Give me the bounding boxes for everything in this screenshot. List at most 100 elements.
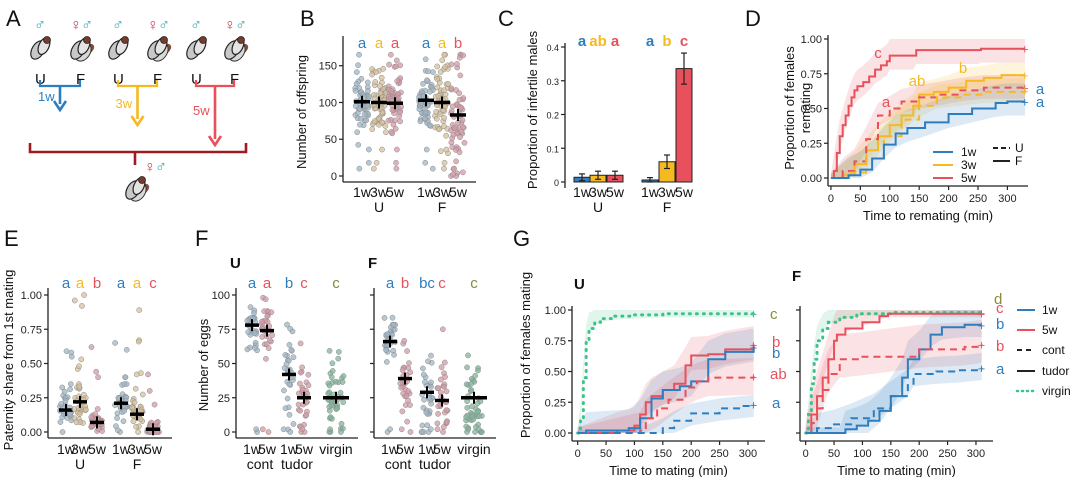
x-axis-label: Time to mating (min) [837,463,956,477]
y-tick-label: 50 [325,134,337,146]
data-point [457,134,463,141]
x-tick-label: 5w [675,184,694,200]
survival-curve [577,404,755,434]
pair-bracket [116,80,159,88]
survival-curve [805,312,982,434]
fly-head-icon [43,36,51,44]
data-point [329,368,336,374]
data-point [371,118,378,125]
data-point [253,426,260,433]
panel-label-c: C [498,6,514,31]
data-point [426,88,433,95]
significance-letter: a [578,33,587,50]
y-tick-label: 25 [218,393,230,405]
data-point [132,385,139,392]
data-point [284,395,291,402]
censor-mark-icon: + [978,307,986,322]
data-point [76,411,83,417]
data-point [438,364,445,371]
group-label: U [75,456,85,472]
data-point [426,122,433,129]
survival-curve [830,86,1026,179]
data-point [435,92,442,99]
chart-d-remating: 0.00 0.25 0.50 0.75 1.00 0 50 100 150 200 250 300 Ti… [782,34,1045,223]
censor-mark-icon: + [750,340,758,355]
x-tick-label: 5w [295,441,314,457]
data-point [422,109,429,116]
data-point [458,129,465,135]
data-point [88,344,95,350]
data-point [336,349,342,355]
data-point [334,405,340,412]
data-point [440,87,447,94]
data-point [251,330,258,337]
data-point [328,374,335,381]
data-point [458,104,465,111]
data-point [435,411,441,417]
y-tick-label: 0.25 [545,397,566,409]
data-point [121,381,128,387]
data-point [423,409,430,416]
data-point [244,317,251,324]
data-point [395,95,402,102]
data-point [114,415,120,421]
y-tick-label: 1.00 [545,305,566,317]
x-tick-label: 1w [112,441,131,457]
censor-mark-icon: + [978,337,986,352]
data-point [88,423,95,430]
censor-mark-icon: + [1021,68,1029,83]
significance-letter: b [959,60,967,77]
data-point [456,149,463,156]
data-point [475,426,482,433]
data-point [92,411,99,417]
panel-label-a: A [6,6,21,31]
data-point [401,337,408,344]
data-point [442,64,448,70]
significance-letter: a [263,275,272,292]
data-point [422,56,429,63]
data-point [468,381,474,387]
y-tick-label: 0.3 [546,77,559,87]
x-tick-label: 300 [739,448,757,460]
data-point [476,413,482,419]
female-symbol-icon: ♀ [147,17,159,34]
significance-letter: b [285,275,293,292]
data-point [121,407,128,414]
fly-head-icon [199,36,207,44]
x-tick-label: 5w [88,441,107,457]
data-point [424,422,431,429]
data-point [464,429,470,435]
data-point [267,337,273,344]
data-point [424,77,430,84]
data-point [390,121,397,128]
data-point [465,352,471,359]
data-point [453,158,459,165]
panel-a-schematic: ♂ ♀ ♂U F1w♂ ♀ ♂U F3w♂ ♀ ♂U F5w♀ ♂ [28,17,249,202]
data-point [356,51,362,58]
group-label: F [663,199,672,215]
y-tick-label: 1.00 [21,290,42,302]
data-point [388,51,394,58]
data-point [377,83,383,90]
data-point [442,103,448,110]
data-point [450,171,456,178]
significance-letter: a [996,361,1005,378]
data-point [456,90,463,96]
group-label: tudor [419,456,451,472]
censor-mark-icon: + [1021,81,1029,96]
panel-label-g: G [513,226,530,251]
data-point [259,426,266,433]
legend-label: cont [1042,343,1065,357]
panel-subtitle: U [574,276,585,293]
significance-letter: a [882,94,891,111]
confidence-band [830,75,1026,178]
significance-letter: b [454,35,462,52]
legend-label: U [1015,141,1024,155]
data-point [375,115,382,122]
data-point [389,314,396,321]
data-point [283,361,290,367]
x-tick-label: 1w [243,441,262,457]
data-point [356,165,363,172]
significance-letter: c [996,300,1004,317]
x-tick-label: 5w [433,441,452,457]
